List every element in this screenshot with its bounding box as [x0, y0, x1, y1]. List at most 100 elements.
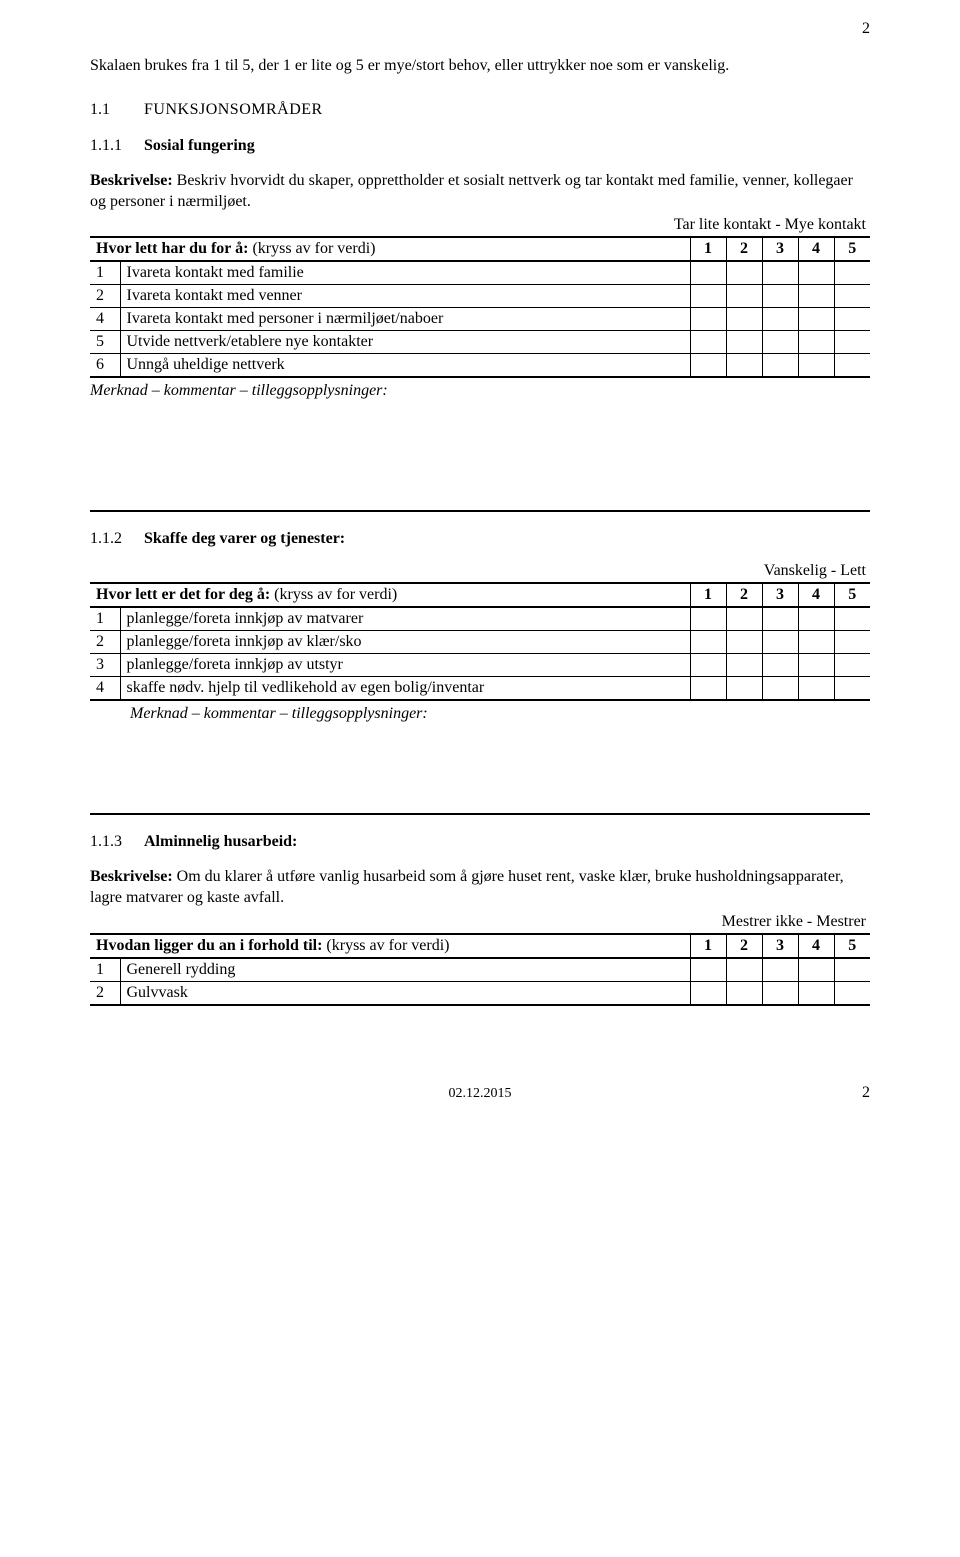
rating-cell[interactable] — [762, 631, 798, 654]
row-text: Gulvvask — [120, 981, 690, 1005]
rating-cell[interactable] — [762, 331, 798, 354]
rating-cell[interactable] — [762, 285, 798, 308]
rating-cell[interactable] — [834, 631, 870, 654]
row-text: Unngå uheldige nettverk — [120, 354, 690, 378]
table-row: 5Utvide nettverk/etablere nye kontakter — [90, 331, 870, 354]
rating-cell[interactable] — [690, 958, 726, 982]
rating-cell[interactable] — [762, 261, 798, 285]
subsection-heading: 1.1.3 Alminnelig husarbeid: — [90, 833, 870, 851]
question-suffix: (kryss av for verdi) — [270, 586, 397, 603]
rating-cell[interactable] — [690, 631, 726, 654]
rating-cell[interactable] — [834, 981, 870, 1005]
subsection-number: 1.1.1 — [90, 137, 140, 155]
rating-cell[interactable] — [798, 331, 834, 354]
rating-cell[interactable] — [798, 285, 834, 308]
rating-cell[interactable] — [726, 981, 762, 1005]
row-index: 6 — [90, 354, 120, 378]
section-heading: 1.1 FUNKSJONSOMRÅDER — [90, 101, 870, 119]
col-header: 3 — [762, 237, 798, 261]
rating-cell[interactable] — [726, 607, 762, 631]
rating-cell[interactable] — [762, 981, 798, 1005]
row-text: Ivareta kontakt med personer i nærmiljøe… — [120, 308, 690, 331]
row-index: 3 — [90, 654, 120, 677]
rating-cell[interactable] — [762, 607, 798, 631]
question-text: Hvor lett er det for deg å: — [96, 586, 270, 603]
divider — [90, 813, 870, 815]
rating-cell[interactable] — [726, 331, 762, 354]
rating-cell[interactable] — [690, 308, 726, 331]
table-row: 6Unngå uheldige nettverk — [90, 354, 870, 378]
rating-cell[interactable] — [690, 331, 726, 354]
rating-cell[interactable] — [726, 261, 762, 285]
spacer — [90, 723, 870, 813]
rating-cell[interactable] — [726, 285, 762, 308]
merknad-label: Merknad – kommentar – tilleggsopplysning… — [130, 705, 870, 723]
table-header-row: Hvodan ligger du an i forhold til: (krys… — [90, 934, 870, 958]
question-header: Hvodan ligger du an i forhold til: (krys… — [90, 934, 690, 958]
col-header: 3 — [762, 934, 798, 958]
row-text: skaffe nødv. hjelp til vedlikehold av eg… — [120, 677, 690, 701]
rating-cell[interactable] — [834, 308, 870, 331]
rating-cell[interactable] — [798, 354, 834, 378]
row-index: 2 — [90, 285, 120, 308]
page-number-top: 2 — [862, 20, 870, 38]
scale-labels: Vanskelig - Lett — [90, 562, 870, 580]
subsection-heading: 1.1.2 Skaffe deg varer og tjenester: — [90, 530, 870, 548]
rating-cell[interactable] — [690, 261, 726, 285]
description-paragraph: Beskrivelse: Beskriv hvorvidt du skaper,… — [90, 171, 870, 213]
subsection-number: 1.1.2 — [90, 530, 140, 548]
subsection-number: 1.1.3 — [90, 833, 140, 851]
rating-cell[interactable] — [798, 631, 834, 654]
rating-cell[interactable] — [690, 607, 726, 631]
row-index: 4 — [90, 308, 120, 331]
description-prefix: Beskrivelse: — [90, 172, 173, 189]
rating-cell[interactable] — [762, 654, 798, 677]
rating-cell[interactable] — [690, 285, 726, 308]
table-row: 2Gulvvask — [90, 981, 870, 1005]
rating-cell[interactable] — [798, 261, 834, 285]
footer-date: 02.12.2015 — [90, 1086, 870, 1102]
rating-table: Hvodan ligger du an i forhold til: (krys… — [90, 933, 870, 1006]
rating-cell[interactable] — [726, 354, 762, 378]
rating-cell[interactable] — [690, 354, 726, 378]
rating-cell[interactable] — [798, 308, 834, 331]
rating-cell[interactable] — [798, 958, 834, 982]
rating-cell[interactable] — [762, 308, 798, 331]
rating-cell[interactable] — [798, 607, 834, 631]
rating-cell[interactable] — [834, 607, 870, 631]
document-page: 2 Skalaen brukes fra 1 til 5, der 1 er l… — [0, 0, 960, 1132]
rating-cell[interactable] — [834, 354, 870, 378]
rating-cell[interactable] — [726, 654, 762, 677]
rating-cell[interactable] — [726, 308, 762, 331]
rating-cell[interactable] — [798, 654, 834, 677]
rating-cell[interactable] — [834, 958, 870, 982]
rating-cell[interactable] — [726, 631, 762, 654]
rating-cell[interactable] — [834, 285, 870, 308]
rating-cell[interactable] — [834, 331, 870, 354]
col-header: 5 — [834, 237, 870, 261]
row-text: planlegge/foreta innkjøp av klær/sko — [120, 631, 690, 654]
intro-paragraph: Skalaen brukes fra 1 til 5, der 1 er lit… — [90, 56, 870, 77]
rating-cell[interactable] — [690, 677, 726, 701]
scale-labels: Tar lite kontakt - Mye kontakt — [90, 216, 870, 234]
row-index: 5 — [90, 331, 120, 354]
rating-cell[interactable] — [690, 981, 726, 1005]
rating-cell[interactable] — [690, 654, 726, 677]
section-label: FUNKSJONSOMRÅDER — [144, 101, 323, 118]
rating-table: Hvor lett er det for deg å: (kryss av fo… — [90, 582, 870, 701]
rating-cell[interactable] — [726, 958, 762, 982]
row-text: Utvide nettverk/etablere nye kontakter — [120, 331, 690, 354]
rating-cell[interactable] — [762, 677, 798, 701]
rating-cell[interactable] — [834, 677, 870, 701]
rating-cell[interactable] — [762, 354, 798, 378]
rating-cell[interactable] — [834, 261, 870, 285]
question-header: Hvor lett har du for å: (kryss av for ve… — [90, 237, 690, 261]
col-header: 5 — [834, 583, 870, 607]
rating-cell[interactable] — [798, 981, 834, 1005]
rating-cell[interactable] — [834, 654, 870, 677]
rating-cell[interactable] — [726, 677, 762, 701]
subsection-label: Skaffe deg varer og tjenester: — [144, 530, 345, 547]
rating-cell[interactable] — [762, 958, 798, 982]
rating-cell[interactable] — [798, 677, 834, 701]
table-row: 2Ivareta kontakt med venner — [90, 285, 870, 308]
